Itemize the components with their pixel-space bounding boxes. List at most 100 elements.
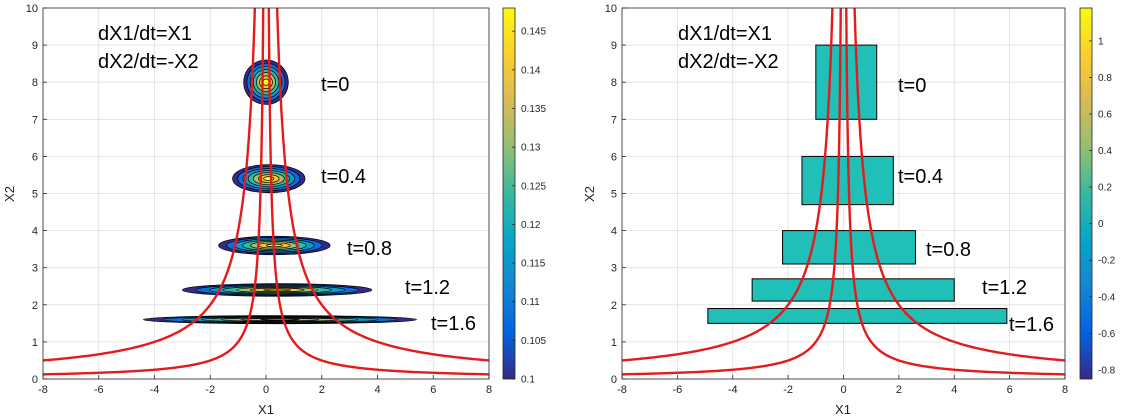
right-snapshot-labels: t=0 t=0.4 t=0.8 t=1.2 t=1.6 <box>898 75 1054 336</box>
right-equation-1: dX1/dt=X1 <box>678 23 772 45</box>
right-equation-2: dX2/dt=-X2 <box>678 51 779 73</box>
right-xtick-label: -2 <box>783 384 793 396</box>
left-trajectory-line <box>43 8 265 376</box>
right-ylabel: X2 <box>582 186 597 202</box>
left-ytick-label: 4 <box>32 226 38 238</box>
right-colorbar-tick-label: 0.2 <box>1098 183 1112 194</box>
right-label-t08: t=0.8 <box>926 239 971 261</box>
right-ytick-label: 9 <box>611 40 617 52</box>
left-xtick-label: 8 <box>486 384 492 396</box>
left-trajectory-line <box>275 8 489 362</box>
left-ytick-label: 7 <box>32 114 38 126</box>
left-equation-1: dX1/dt=X1 <box>98 23 192 45</box>
right-trajectory-line <box>845 8 1065 376</box>
left-contour-level <box>260 318 300 321</box>
left-ytick-label: 6 <box>32 151 38 163</box>
left-equation-2: dX2/dt=-X2 <box>98 51 199 73</box>
right-colorbar-gradient <box>1079 7 1093 380</box>
left-contour-level <box>262 78 270 86</box>
right-ytick-label: 5 <box>611 189 617 201</box>
right-ytick-label: 8 <box>611 77 617 89</box>
left-ytick-label: 10 <box>26 3 38 15</box>
right-colorbar: -0.8 -0.6 -0.4 -0.2 0 0.2 0.4 0.6 0.8 1 <box>1079 7 1116 380</box>
right-label-t12: t=1.2 <box>982 277 1027 299</box>
left-ytick-label: 5 <box>32 189 38 201</box>
left-colorbar-tick-label: 0.135 <box>521 104 546 115</box>
left-colorbar-tick-label: 0.115 <box>521 259 546 270</box>
right-colorbar-tick-label: 0 <box>1098 219 1104 230</box>
right-ytick-label: 0 <box>611 374 617 386</box>
right-colorbar-tick-label: -0.4 <box>1098 292 1116 303</box>
left-xtick-label: -4 <box>150 384 160 396</box>
left-ytick-label: 3 <box>32 263 38 275</box>
left-snapshot-labels: t=0 t=0.4 t=0.8 t=1.2 t=1.6 <box>321 74 476 335</box>
left-xtick-label: -6 <box>94 384 104 396</box>
right-colorbar-tick-label: -0.6 <box>1098 329 1116 340</box>
left-contour-blob <box>143 315 417 325</box>
left-ticks: -8 -6 -4 -2 0 2 4 6 8 0 1 2 3 4 5 6 7 8 9 10 <box>26 3 492 396</box>
right-colorbar-tick-label: 0.8 <box>1098 73 1112 84</box>
right-trajectory-line <box>622 8 842 376</box>
left-trajectory-line <box>43 8 257 362</box>
right-xlabel: X1 <box>835 402 851 417</box>
right-trajectory-line <box>853 8 1065 362</box>
left-label-t08: t=0.8 <box>347 238 392 260</box>
left-ytick-label: 9 <box>32 40 38 52</box>
left-colorbar-tick-label: 0.14 <box>521 65 541 76</box>
left-xtick-label: 4 <box>374 384 380 396</box>
right-plot-layer <box>622 8 1065 376</box>
left-colorbar-tick-label: 0.125 <box>521 181 546 192</box>
right-ytick-label: 3 <box>611 263 617 275</box>
right-ticks: -8 -6 -4 -2 0 2 4 6 8 0 1 2 3 4 5 6 7 8 9 10 <box>605 3 1068 396</box>
left-label-t04: t=0.4 <box>321 166 366 188</box>
right-trajectory-line <box>622 8 834 362</box>
right-colorbar-tick-label: -0.8 <box>1098 365 1116 376</box>
right-xtick-label: 8 <box>1062 384 1068 396</box>
right-xtick-label: 4 <box>951 384 957 396</box>
right-label-t04: t=0.4 <box>898 166 943 188</box>
left-xtick-label: -2 <box>205 384 215 396</box>
right-ytick-label: 4 <box>611 226 617 238</box>
left-colorbar-tick-label: 0.13 <box>521 143 541 154</box>
left-contour-level <box>263 176 275 182</box>
left-ytick-label: 2 <box>32 300 38 312</box>
right-ytick-label: 6 <box>611 151 617 163</box>
right-label-t16: t=1.6 <box>1009 314 1054 336</box>
left-colorbar-tick-label: 0.12 <box>521 220 541 231</box>
right-colorbar-tick-label: -0.2 <box>1098 256 1116 267</box>
left-xtick-label: 2 <box>319 384 325 396</box>
right-xtick-label: -6 <box>672 384 682 396</box>
left-xtick-label: 6 <box>430 384 436 396</box>
left-colorbar-tick-label: 0.1 <box>521 375 535 386</box>
left-label-t0: t=0 <box>321 74 349 96</box>
left-ytick-label: 8 <box>32 77 38 89</box>
right-region-box <box>782 230 916 265</box>
left-xtick-label: 0 <box>263 384 269 396</box>
right-xtick-label: -4 <box>728 384 738 396</box>
left-trajectory-line <box>267 8 489 376</box>
left-colorbar-tick-label: 0.105 <box>521 336 546 347</box>
right-ytick-label: 1 <box>611 337 617 349</box>
left-colorbar-gradient <box>502 7 516 380</box>
left-ytick-label: 0 <box>32 374 38 386</box>
left-ylabel: X2 <box>2 186 17 202</box>
left-ytick-label: 1 <box>32 337 38 349</box>
left-xlabel: X1 <box>258 402 274 417</box>
right-ytick-label: 2 <box>611 300 617 312</box>
right-colorbar-tick-label: 0.6 <box>1098 110 1112 121</box>
right-label-t0: t=0 <box>898 75 926 97</box>
left-plot-layer <box>43 8 489 376</box>
right-colorbar-tick-label: 1 <box>1098 36 1104 47</box>
right-xtick-label: 0 <box>840 384 846 396</box>
left-colorbar-tick-label: 0.145 <box>521 27 546 38</box>
right-xtick-label: -8 <box>617 384 627 396</box>
left-label-t12: t=1.2 <box>405 277 450 299</box>
right-xtick-label: 2 <box>896 384 902 396</box>
left-colorbar-tick-label: 0.11 <box>521 297 540 308</box>
left-label-t16: t=1.6 <box>431 313 476 335</box>
right-ytick-label: 10 <box>605 3 617 15</box>
right-colorbar-ticks: -0.8 -0.6 -0.4 -0.2 0 0.2 0.4 0.6 0.8 1 <box>1089 36 1116 376</box>
left-panel: -8 -6 -4 -2 0 2 4 6 8 0 1 2 3 4 5 6 7 8 9 10 X1 X2 dX1/dt=X… <box>2 3 546 417</box>
